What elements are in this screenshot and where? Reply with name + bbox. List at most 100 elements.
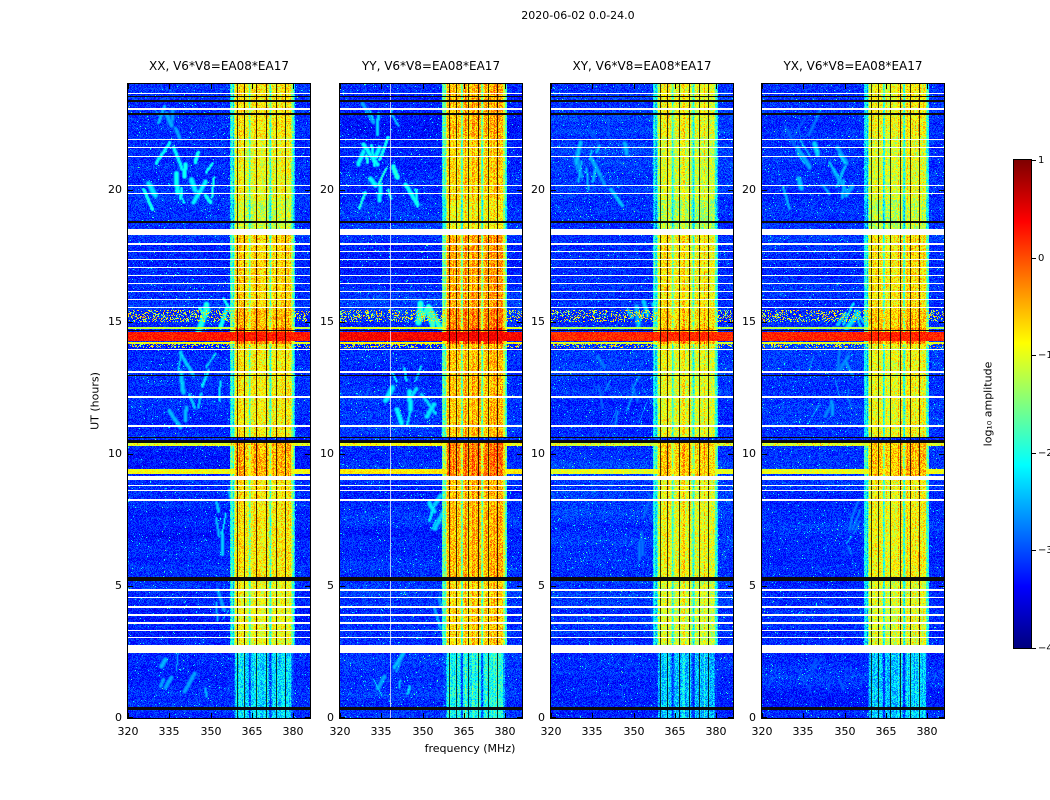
- y-tick-mark: [728, 190, 733, 191]
- y-tick-mark: [762, 586, 767, 587]
- y-tick-mark: [939, 322, 944, 323]
- x-tick-label: 335: [581, 725, 603, 738]
- y-tick-label: 5: [115, 579, 122, 592]
- y-tick-mark: [128, 190, 133, 191]
- x-tick-mark: [886, 713, 887, 718]
- colorbar-tick-mark: [1032, 453, 1036, 454]
- colorbar-tick-mark: [1032, 258, 1036, 259]
- colorbar-label: log₁₀ amplitude: [981, 361, 995, 447]
- x-tick-label: 320: [540, 725, 562, 738]
- subplot-title-xy: XY, V6*V8=EA08*EA17: [572, 59, 712, 73]
- colorbar-tick-mark: [1032, 160, 1036, 161]
- spectrogram-canvas-yx: [762, 84, 944, 718]
- y-tick-mark: [551, 322, 556, 323]
- colorbar-tick-label: 0: [1038, 253, 1045, 264]
- x-tick-mark: [505, 84, 506, 89]
- y-tick-mark: [305, 717, 310, 718]
- y-tick-mark: [728, 454, 733, 455]
- y-tick-label: 10: [531, 447, 545, 460]
- y-tick-mark: [305, 190, 310, 191]
- x-tick-mark: [252, 713, 253, 718]
- y-tick-mark: [762, 717, 767, 718]
- y-tick-mark: [305, 454, 310, 455]
- colorbar-tick-label: −4: [1038, 643, 1050, 654]
- x-tick-label: 380: [705, 725, 727, 738]
- x-tick-mark: [634, 713, 635, 718]
- y-tick-label: 15: [108, 315, 122, 328]
- y-tick-label: 0: [538, 711, 545, 724]
- y-tick-mark: [305, 322, 310, 323]
- x-tick-label: 380: [916, 725, 938, 738]
- y-tick-mark: [762, 454, 767, 455]
- y-tick-mark: [340, 586, 345, 587]
- y-tick-mark: [340, 190, 345, 191]
- x-tick-mark: [803, 84, 804, 89]
- x-tick-label: 380: [282, 725, 304, 738]
- x-tick-mark: [927, 713, 928, 718]
- x-tick-mark: [505, 713, 506, 718]
- colorbar-tick-label: −1: [1038, 350, 1050, 361]
- x-tick-label: 350: [200, 725, 222, 738]
- spectrogram-canvas-xx: [128, 84, 310, 718]
- x-tick-mark: [716, 84, 717, 89]
- x-tick-label: 320: [117, 725, 139, 738]
- spectrogram-canvas-xy: [551, 84, 733, 718]
- y-tick-label: 0: [749, 711, 756, 724]
- y-tick-label: 0: [327, 711, 334, 724]
- y-tick-mark: [128, 717, 133, 718]
- x-tick-mark: [128, 84, 129, 89]
- y-tick-label: 10: [742, 447, 756, 460]
- y-tick-mark: [939, 190, 944, 191]
- x-tick-mark: [845, 713, 846, 718]
- x-tick-mark: [551, 84, 552, 89]
- y-tick-mark: [728, 717, 733, 718]
- x-tick-mark: [464, 84, 465, 89]
- x-tick-label: 365: [664, 725, 686, 738]
- x-tick-mark: [716, 713, 717, 718]
- colorbar-tick-label: −2: [1038, 448, 1050, 459]
- y-axis-label: UT (hours): [88, 372, 102, 430]
- colorbar-tick-mark: [1032, 550, 1036, 551]
- y-tick-mark: [939, 586, 944, 587]
- x-tick-label: 320: [329, 725, 351, 738]
- x-tick-mark: [592, 713, 593, 718]
- y-tick-label: 5: [749, 579, 756, 592]
- x-tick-mark: [211, 84, 212, 89]
- x-tick-mark: [845, 84, 846, 89]
- x-tick-mark: [464, 713, 465, 718]
- x-tick-mark: [675, 84, 676, 89]
- x-tick-label: 365: [453, 725, 475, 738]
- y-tick-mark: [128, 586, 133, 587]
- y-tick-mark: [517, 190, 522, 191]
- y-tick-label: 20: [108, 183, 122, 196]
- y-tick-mark: [551, 586, 556, 587]
- y-tick-mark: [551, 190, 556, 191]
- x-tick-mark: [592, 84, 593, 89]
- y-tick-label: 20: [742, 183, 756, 196]
- y-tick-mark: [728, 586, 733, 587]
- x-tick-mark: [293, 713, 294, 718]
- x-tick-mark: [293, 84, 294, 89]
- y-tick-mark: [128, 322, 133, 323]
- y-tick-mark: [340, 322, 345, 323]
- x-tick-mark: [762, 84, 763, 89]
- x-tick-mark: [381, 84, 382, 89]
- y-tick-label: 15: [742, 315, 756, 328]
- y-tick-mark: [939, 717, 944, 718]
- figure-title: 2020-06-02 0.0-24.0: [521, 9, 635, 22]
- y-tick-label: 15: [320, 315, 334, 328]
- y-tick-label: 20: [320, 183, 334, 196]
- subplot-title-yx: YX, V6*V8=EA08*EA17: [783, 59, 923, 73]
- x-tick-label: 380: [494, 725, 516, 738]
- y-tick-label: 10: [108, 447, 122, 460]
- x-tick-label: 365: [241, 725, 263, 738]
- y-tick-label: 5: [538, 579, 545, 592]
- x-tick-mark: [886, 84, 887, 89]
- y-tick-mark: [517, 586, 522, 587]
- y-tick-mark: [128, 454, 133, 455]
- x-tick-label: 350: [412, 725, 434, 738]
- y-tick-label: 20: [531, 183, 545, 196]
- subplot-title-xx: XX, V6*V8=EA08*EA17: [149, 59, 289, 73]
- colorbar-tick-mark: [1032, 355, 1036, 356]
- x-tick-label: 335: [792, 725, 814, 738]
